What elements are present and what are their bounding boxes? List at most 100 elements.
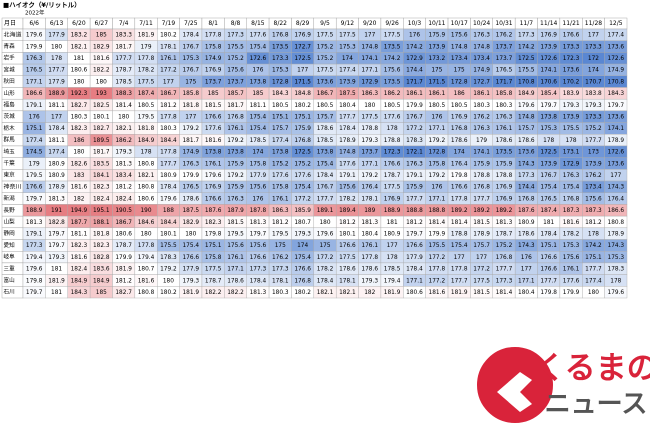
cell-value: 177.3	[227, 33, 244, 39]
cell-value: 177.6	[250, 33, 267, 39]
cell-value: 181.4	[115, 103, 132, 109]
cell-value: 186	[73, 138, 84, 144]
cell-value: 183.5	[93, 161, 110, 167]
cell-value: 179.5	[272, 231, 289, 237]
cell-value: 172.8	[451, 79, 468, 85]
cell-value: 178	[566, 138, 577, 144]
cell-value: 176.6	[406, 243, 423, 249]
cell-value: 180.7	[294, 220, 311, 226]
cell-value: 178.5	[384, 267, 401, 273]
cell-value: 173.8	[227, 150, 244, 156]
cell-value: 176.4	[361, 185, 378, 191]
cell-value: 186.7	[160, 91, 177, 97]
cell-value: 176.1	[361, 243, 378, 249]
cell-value: 188.9	[48, 91, 65, 97]
cell-value: 176.6	[563, 33, 580, 39]
cell-value: 174	[297, 243, 308, 249]
cell-value: 177.7	[585, 267, 602, 273]
cell-value: 177.1	[227, 267, 244, 273]
cell-value: 180	[51, 44, 62, 50]
cell-value: 182.5	[93, 103, 110, 109]
cell-value: 187.8	[250, 208, 267, 214]
cell-value: 181.9	[138, 33, 155, 39]
cell-value: 184.3	[272, 91, 289, 97]
cell-value: 176.7	[182, 68, 199, 74]
cell-value: 173.6	[518, 150, 535, 156]
cell-value: 180.2	[294, 290, 311, 296]
cell-value: 181.2	[115, 278, 132, 284]
cell-value: 180.5	[384, 103, 401, 109]
cell-value: 176.9	[540, 33, 557, 39]
cell-value: 176	[521, 255, 532, 261]
row-label: 富山	[4, 276, 15, 284]
cell-value: 176.5	[26, 68, 43, 74]
row-label: 東京	[4, 171, 16, 179]
cell-value: 176.2	[272, 255, 289, 261]
cell-value: 181.9	[48, 278, 65, 284]
cell-value: 184.9	[518, 91, 535, 97]
cell-value: 177.5	[339, 255, 356, 261]
cell-value: 182.1	[115, 126, 132, 132]
cell-value: 170.2	[563, 79, 580, 85]
cell-value: 177.2	[406, 126, 423, 132]
cell-value: 175.6	[339, 185, 356, 191]
cell-value: 179.3	[294, 231, 311, 237]
cell-value: 180.9	[48, 161, 65, 167]
cell-value: 181.7	[115, 44, 132, 50]
cell-value: 179.1	[406, 173, 423, 179]
cell-value: 173.5	[496, 150, 513, 156]
cell-value: 180.9	[48, 173, 65, 179]
cell-value: 179.3	[182, 278, 199, 284]
cell-value: 178.5	[115, 79, 132, 85]
cell-value: 175	[454, 68, 465, 74]
cell-value: 181.9	[182, 290, 199, 296]
cell-value: 177.6	[272, 173, 289, 179]
column-header: 7/4	[119, 20, 129, 27]
cell-value: 170.8	[518, 79, 535, 85]
cell-value: 178.1	[272, 278, 289, 284]
cell-value: 173.8	[250, 79, 267, 85]
cell-value: 177.8	[138, 56, 155, 62]
cell-value: 181	[73, 56, 84, 62]
cell-value: 178.1	[160, 44, 177, 50]
cell-value: 177.3	[518, 173, 535, 179]
cell-value: 174.8	[473, 44, 490, 50]
cell-value: 177.7	[585, 138, 602, 144]
cell-value: 177	[185, 115, 196, 121]
cell-value: 185	[96, 33, 107, 39]
cell-value: 179.8	[540, 290, 557, 296]
cell-value: 176.9	[205, 185, 222, 191]
cell-value: 180	[96, 79, 107, 85]
cell-value: 173.8	[317, 150, 334, 156]
column-header: 8/29	[296, 20, 310, 27]
row-label: 埼玉	[4, 147, 16, 155]
cell-value: 182.3	[93, 243, 110, 249]
cell-value: 174	[342, 56, 353, 62]
cell-value: 176.7	[317, 185, 334, 191]
cell-value: 189.2	[473, 208, 490, 214]
cell-value: 177	[521, 267, 532, 273]
cell-value: 175.3	[182, 56, 199, 62]
row-label: 群馬	[4, 136, 16, 144]
cell-value: 180	[319, 220, 330, 226]
cell-value: 181.6	[93, 56, 110, 62]
row-label: 石川	[4, 289, 15, 296]
cell-value: 181.5	[473, 220, 490, 226]
cell-value: 189.2	[451, 208, 468, 214]
cell-value: 175.5	[518, 68, 535, 74]
cell-value: 179.6	[160, 196, 177, 202]
cell-value: 177.9	[182, 267, 199, 273]
row-label: 長野	[4, 206, 16, 214]
cell-value: 175.6	[384, 68, 401, 74]
cell-value: 179.4	[138, 255, 155, 261]
cell-value: 184.6	[138, 220, 155, 226]
row-label: 秋田	[4, 77, 16, 85]
cell-value: 179.2	[182, 126, 199, 132]
cell-value: 177.6	[384, 115, 401, 121]
cell-value: 187.5	[182, 208, 199, 214]
cell-value: 179.6	[26, 267, 43, 273]
cell-value: 184.9	[93, 278, 110, 284]
cell-value: 177.4	[48, 150, 65, 156]
cell-value: 178.2	[563, 231, 580, 237]
cell-value: 177.5	[361, 115, 378, 121]
